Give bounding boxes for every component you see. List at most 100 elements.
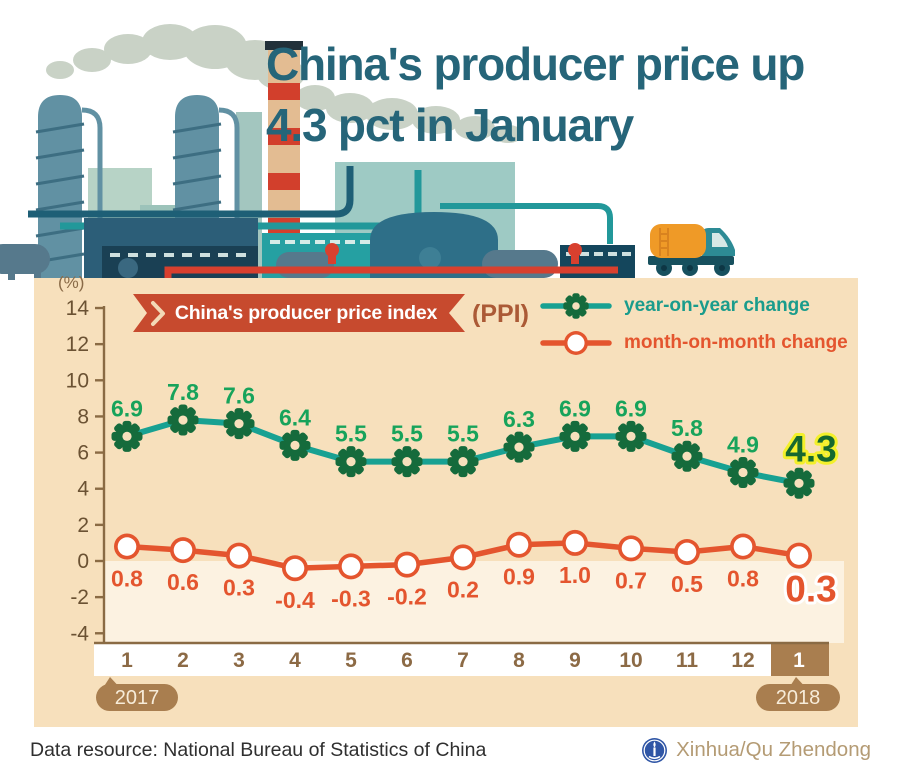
month-label: 6 (401, 649, 413, 672)
mom-marker (170, 537, 196, 564)
mom-marker (114, 533, 140, 560)
month-label: 10 (619, 649, 642, 672)
mom-value-label: 0.8 (111, 566, 143, 592)
yoy-marker (671, 440, 703, 472)
y-tick-label: 2 (77, 514, 89, 537)
month-label: 11 (676, 649, 699, 672)
yoy-value-label: 5.5 (335, 421, 367, 447)
legend-label-mom: month-on-month change (624, 332, 848, 353)
mom-last-value: 0.3 (785, 569, 836, 610)
y-tick-label: 12 (66, 333, 89, 356)
chart-title-suffix: (PPI) (472, 300, 529, 328)
month-label: 8 (513, 649, 525, 672)
svg-text:2017: 2017 (115, 687, 160, 709)
yoy-value-label: 5.5 (391, 421, 423, 447)
yoy-marker (335, 446, 367, 478)
chart-title-text: China's producer price index (174, 301, 438, 324)
mom-marker (562, 529, 588, 556)
yoy-marker (111, 420, 143, 452)
yoy-last-value: 4.3 (785, 428, 836, 469)
yoy-value-label: 6.9 (111, 395, 143, 421)
y-axis (95, 306, 106, 643)
yoy-marker (167, 404, 199, 436)
month-label: 3 (233, 649, 245, 672)
yoy-marker (391, 446, 423, 478)
yoy-value-label: 5.5 (447, 421, 479, 447)
mom-marker (674, 538, 700, 565)
yoy-value-label: 6.9 (559, 395, 591, 421)
y-tick-label: -4 (70, 622, 89, 645)
yoy-marker (615, 420, 647, 452)
mom-value-label: -0.3 (331, 585, 371, 611)
gear-marker-icon (540, 293, 612, 319)
footer: Data resource: National Bureau of Statis… (0, 727, 899, 773)
y-tick-label: 10 (66, 369, 89, 392)
y-tick-label: 6 (77, 442, 89, 465)
mom-marker (618, 535, 644, 562)
mom-value-label: 0.6 (167, 569, 199, 595)
legend-item-mom: month-on-month change (540, 328, 848, 358)
ribbon-chevron-icon (150, 300, 166, 327)
factory-illustration (0, 24, 735, 282)
yoy-marker (447, 446, 479, 478)
y-tick-label: -2 (70, 586, 89, 609)
mom-marker (282, 555, 308, 582)
mom-marker (450, 544, 476, 571)
mom-marker (226, 542, 252, 569)
yoy-value-label: 7.8 (167, 379, 199, 405)
credit: Xinhua/Qu Zhendong (641, 737, 871, 764)
month-label: 5 (345, 649, 357, 672)
mom-marker (338, 553, 364, 580)
yoy-value-label: 6.9 (615, 395, 647, 421)
yoy-value-label: 7.6 (223, 383, 255, 409)
year-bubble-2018: 2018 (756, 677, 840, 711)
mom-marker (730, 533, 756, 560)
legend-label-yoy: year-on-year change (624, 295, 810, 316)
x-axis-strip: 1 2 3 4 5 6 7 8 9 10 11 12 1 (94, 641, 829, 676)
xinhua-logo-icon (642, 737, 668, 763)
month-label: 12 (731, 649, 754, 672)
svg-text:2018: 2018 (776, 687, 821, 709)
month-label: 1 (793, 649, 805, 672)
page-title-line1: China's producer price up (266, 38, 805, 90)
page-title-line2: 4.3 pct in January (266, 99, 634, 151)
y-tick-label: 4 (77, 478, 89, 501)
mom-value-label: 1.0 (559, 562, 591, 588)
y-axis-labels: 14 12 10 8 6 4 2 0 -2 -4 (66, 297, 90, 645)
y-tick-label: 14 (66, 297, 90, 320)
chart-title-ribbon: China's producer price index (133, 294, 465, 332)
mom-value-label: 0.2 (447, 576, 479, 602)
highlighted-month-cell (771, 643, 829, 676)
month-label: 9 (569, 649, 581, 672)
yoy-value-label: 4.9 (727, 431, 759, 457)
yoy-marker (279, 429, 311, 461)
y-tick-label: 0 (77, 550, 89, 573)
yoy-marker (783, 467, 815, 499)
chart-legend: year-on-year change month-on-month chang… (540, 291, 848, 358)
mom-value-label: 0.3 (223, 575, 255, 601)
month-label: 2 (177, 649, 189, 672)
chart-panel: (%) 14 12 10 8 6 4 2 0 -2 -4 1 2 3 4 5 6 7 8 9 10 11 12 1 2017 2… (34, 273, 858, 727)
below-zero-band (104, 561, 844, 643)
mom-value-label: -0.4 (275, 587, 315, 613)
month-label: 4 (289, 649, 301, 672)
data-source-text: Data resource: National Bureau of Statis… (30, 738, 487, 761)
year-bubble-2017: 2017 (96, 677, 178, 711)
yoy-value-label: 5.8 (671, 415, 703, 441)
mom-marker (394, 551, 420, 578)
yoy-value-label: 6.3 (503, 406, 535, 432)
yoy-marker (559, 420, 591, 452)
mom-value-label: 0.7 (615, 567, 647, 593)
yoy-marker (727, 456, 759, 488)
y-tick-label: 8 (77, 405, 89, 428)
mom-value-label: -0.2 (387, 584, 427, 610)
yoy-value-label: 6.4 (279, 404, 311, 430)
yoy-marker (223, 408, 255, 440)
mom-value-label: 0.8 (727, 566, 759, 592)
tanker-truck (648, 224, 735, 276)
legend-item-yoy: year-on-year change (540, 291, 848, 321)
month-label: 1 (121, 649, 133, 672)
mom-value-label: 0.9 (503, 564, 535, 590)
